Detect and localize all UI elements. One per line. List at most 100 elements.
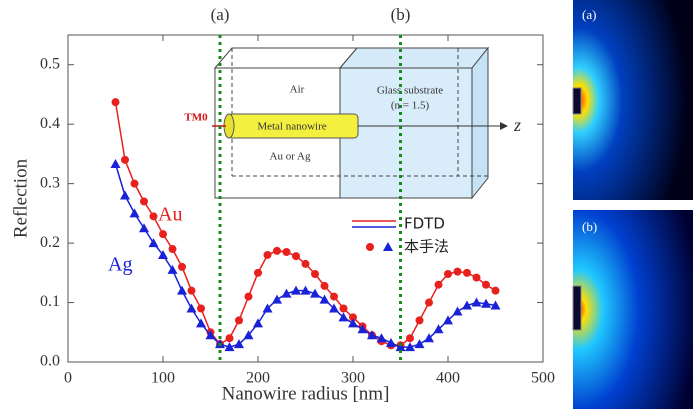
marker	[168, 245, 177, 254]
marker	[490, 300, 501, 310]
marker	[329, 303, 339, 313]
marker	[330, 292, 338, 301]
glass-top	[338, 47, 490, 69]
marker	[253, 318, 263, 328]
mode-label: TM0	[184, 112, 208, 124]
marker	[453, 267, 462, 276]
reference-label: (a)	[211, 5, 230, 24]
marker	[282, 248, 291, 257]
marker	[452, 306, 463, 316]
marker	[415, 316, 424, 325]
wire-section	[572, 285, 582, 331]
marker	[339, 304, 348, 313]
marker	[472, 273, 481, 282]
legend-label: FDTD	[404, 215, 445, 233]
marker	[444, 270, 452, 279]
panel-label: (b)	[582, 219, 597, 234]
marker	[349, 313, 357, 322]
inset-diagram: Air Glass substrate (n = 1.5) TM0 Metal …	[184, 46, 521, 200]
marker	[386, 337, 396, 347]
marker	[281, 288, 292, 298]
x-tick-label: 300	[341, 370, 365, 387]
marker	[491, 286, 500, 295]
side-panels: (a) (b)	[572, 0, 693, 409]
marker	[148, 238, 159, 248]
marker	[263, 250, 272, 259]
field-image	[573, 0, 693, 200]
marker	[320, 281, 329, 290]
metal-label: Au or Ag	[270, 151, 311, 163]
marker	[471, 297, 482, 307]
air-box-top	[213, 47, 359, 69]
marker	[262, 303, 273, 313]
air-label: Air	[290, 84, 305, 96]
marker	[443, 315, 453, 325]
marker	[244, 292, 253, 301]
marker	[140, 197, 148, 206]
x-tick-label: 200	[246, 370, 270, 387]
marker	[357, 324, 368, 334]
marker	[424, 333, 434, 343]
marker	[121, 155, 129, 164]
marker	[110, 159, 121, 169]
marker	[177, 285, 187, 295]
marker	[376, 333, 387, 343]
wire-label: Metal nanowire	[257, 121, 326, 133]
marker	[167, 264, 178, 274]
marker	[129, 208, 140, 218]
marker	[292, 252, 300, 261]
marker	[158, 249, 168, 259]
y-axis-label: Reflection	[10, 158, 31, 238]
marker	[463, 268, 471, 277]
marker	[348, 318, 358, 328]
y-tick-label: 0.3	[40, 174, 60, 191]
marker	[120, 190, 130, 200]
marker	[367, 330, 377, 340]
x-tick-label: 100	[151, 370, 175, 387]
y-tick-label: 0.0	[40, 353, 60, 370]
marker	[395, 342, 406, 352]
marker	[234, 339, 244, 349]
axis-label: z	[513, 115, 521, 135]
index-label: (n = 1.5)	[391, 100, 430, 112]
marker	[205, 330, 216, 340]
legend-label: 本手法	[404, 238, 449, 256]
marker	[310, 288, 320, 298]
glass-label: Glass substrate	[377, 85, 443, 97]
y-tick-label: 0.2	[40, 234, 60, 251]
marker	[338, 312, 349, 322]
y-tick-label: 0.4	[40, 115, 60, 132]
marker	[482, 280, 490, 289]
wire-section	[572, 87, 582, 115]
marker	[235, 316, 243, 325]
y-tick-label: 0.1	[40, 293, 60, 310]
marker	[311, 270, 319, 279]
marker	[425, 298, 433, 307]
marker	[139, 223, 149, 233]
series-label: Ag	[108, 254, 132, 276]
y-tick-label: 0.5	[40, 55, 60, 72]
legend-marker	[366, 243, 374, 251]
marker	[273, 246, 281, 255]
panel-label: (a)	[582, 7, 596, 22]
marker	[462, 300, 472, 310]
marker	[434, 280, 443, 289]
marker	[243, 330, 254, 340]
legend-marker	[383, 242, 393, 251]
marker	[433, 324, 444, 334]
marker	[301, 259, 310, 268]
z-arrow	[500, 122, 508, 130]
marker	[291, 285, 301, 295]
marker	[319, 294, 330, 304]
marker	[414, 339, 425, 349]
plot: 0 100 200 300 400 500 0.0 0.1 0.2 0.3 0.4 0.5 Nanowi…	[10, 34, 555, 404]
marker	[159, 230, 167, 239]
marker	[254, 268, 262, 277]
marker	[111, 98, 120, 107]
x-tick-label: 400	[436, 370, 460, 387]
marker	[196, 318, 206, 328]
series-label: Au	[158, 204, 182, 226]
marker	[481, 298, 491, 308]
marker	[178, 262, 186, 271]
